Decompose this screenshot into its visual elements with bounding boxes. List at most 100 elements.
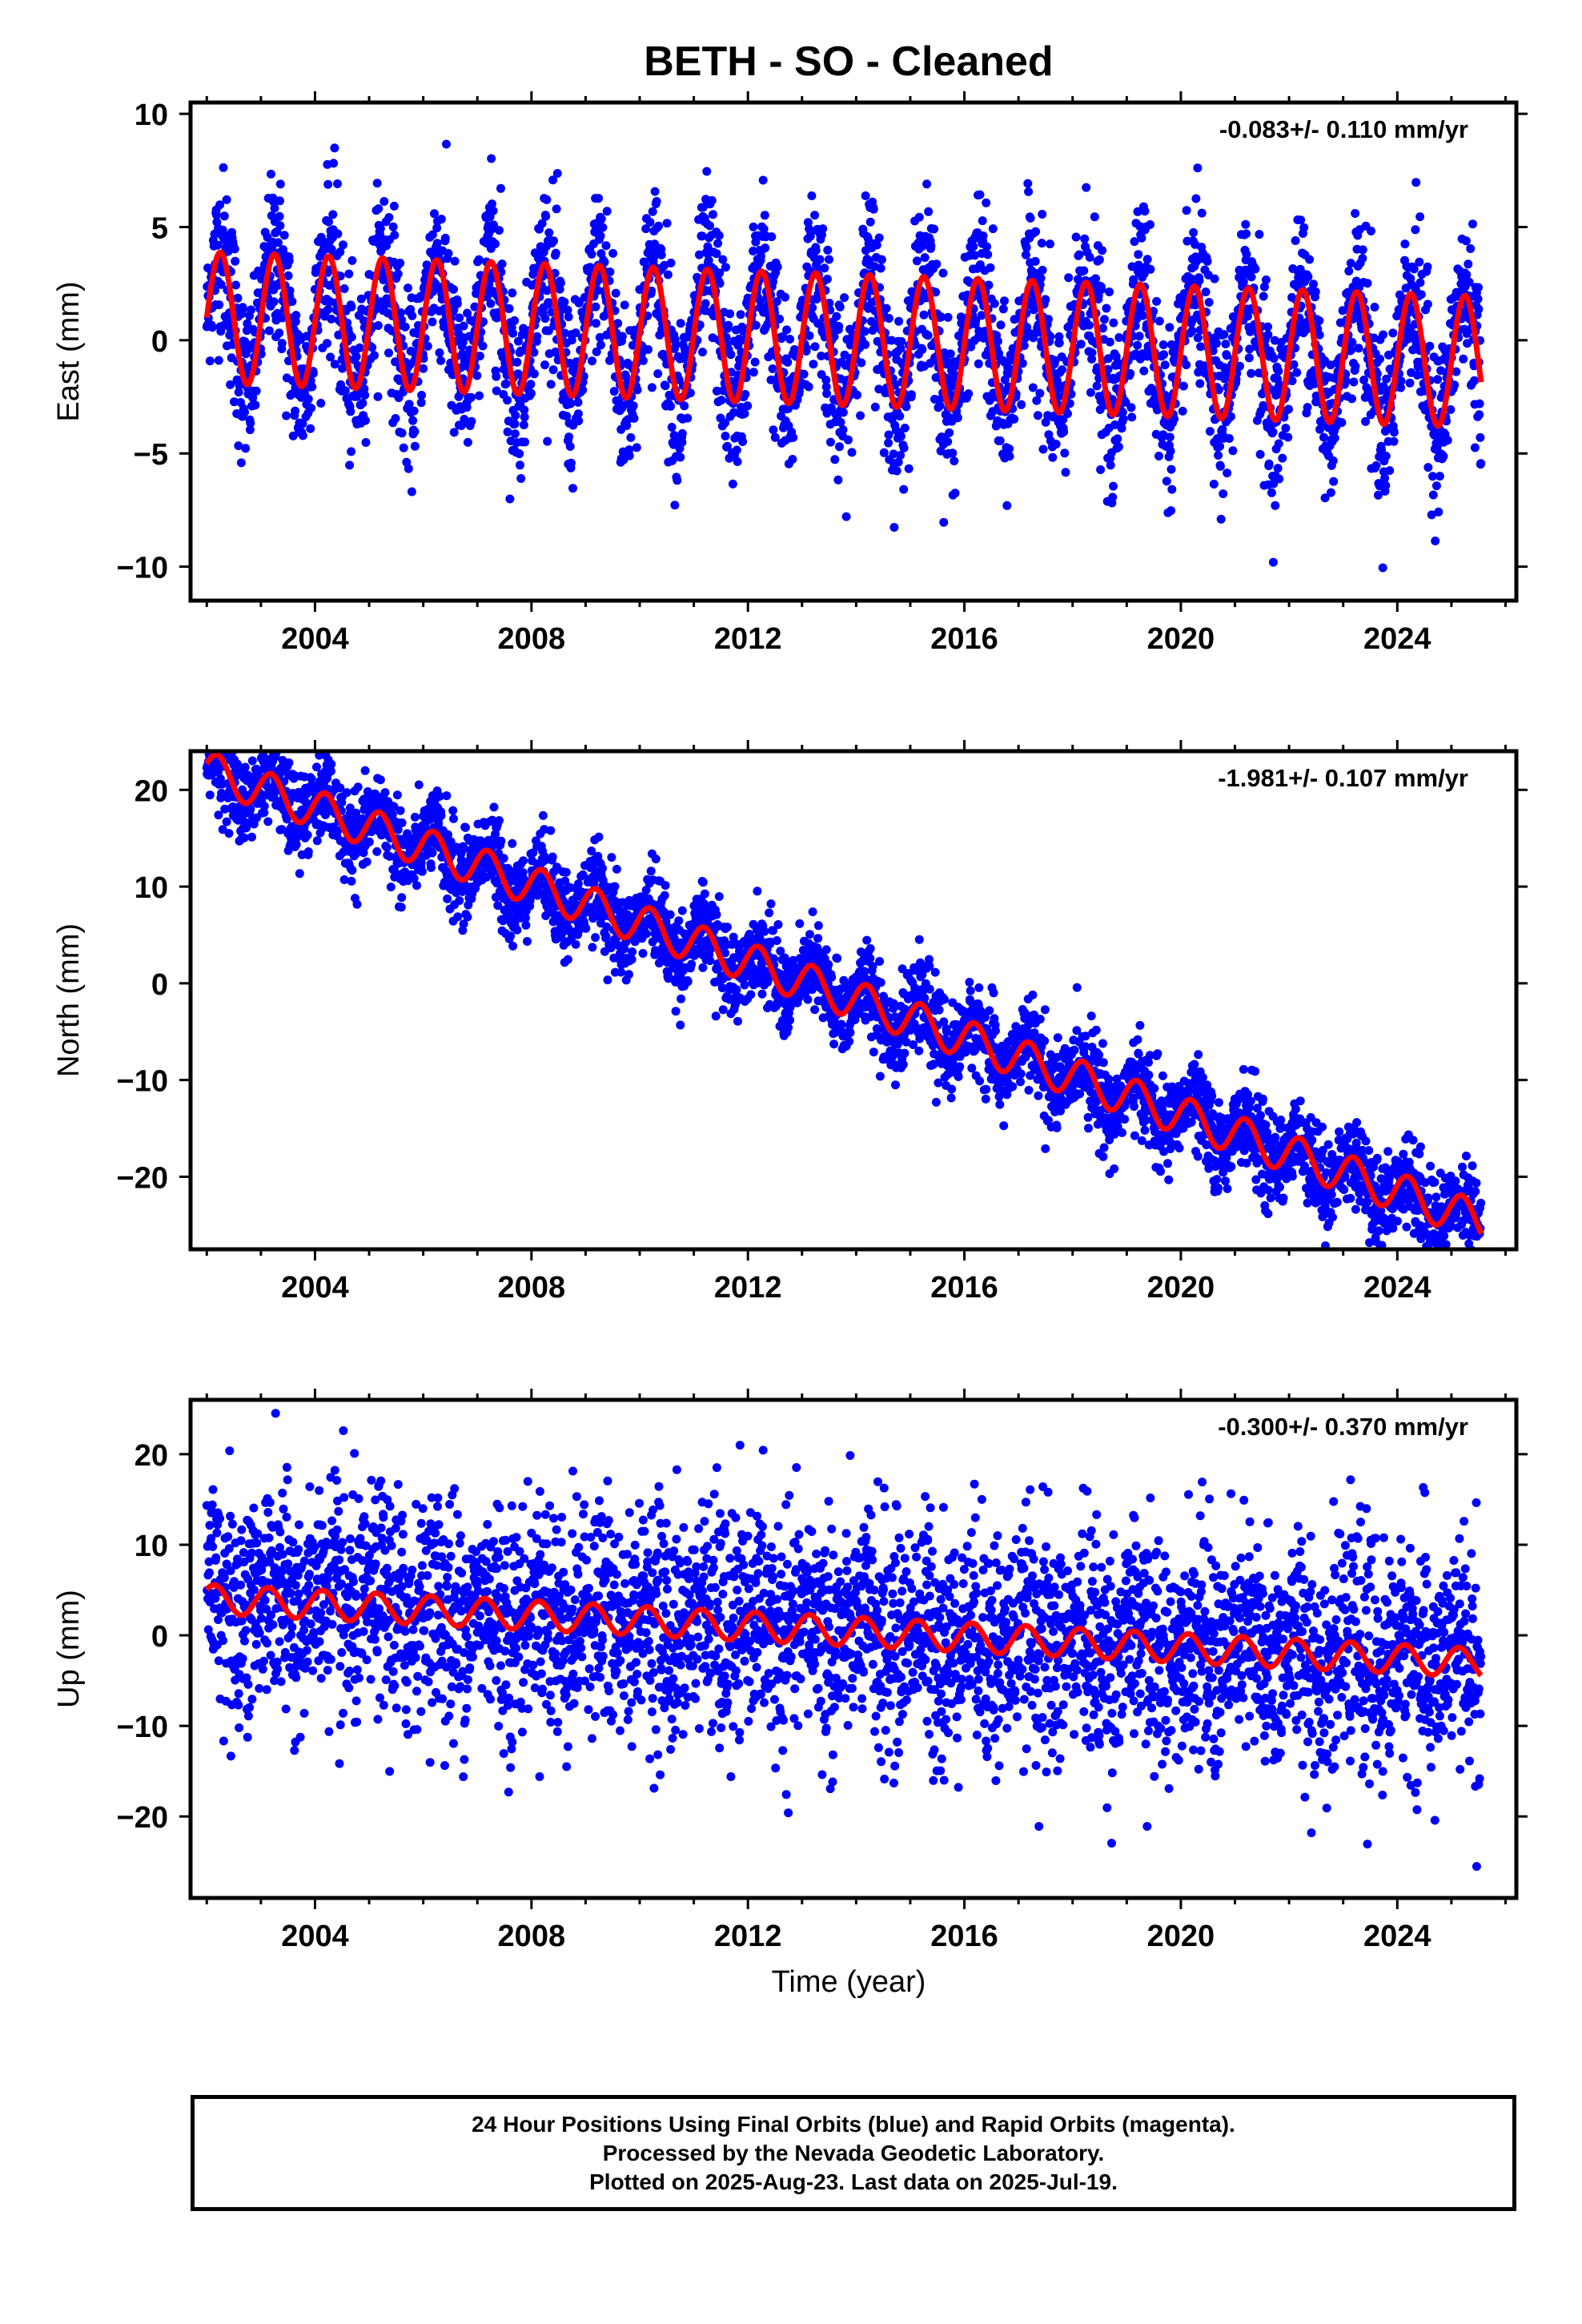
east-point	[503, 427, 512, 436]
east-point	[1127, 412, 1137, 422]
east-point	[676, 319, 685, 328]
east-point	[838, 425, 848, 435]
east-point	[1064, 273, 1074, 283]
east-point	[593, 286, 603, 296]
east-point	[717, 396, 726, 405]
east-point	[874, 233, 884, 243]
east-point	[830, 455, 840, 464]
east-point	[643, 311, 652, 320]
east-point	[783, 357, 793, 367]
east-point	[1347, 394, 1356, 404]
east-point	[650, 187, 660, 196]
north-point	[209, 742, 218, 750]
east-point	[931, 287, 941, 297]
east-point	[375, 223, 385, 233]
east-point	[1030, 256, 1040, 266]
east-point	[594, 194, 604, 203]
east-point	[338, 364, 347, 373]
east-point	[741, 389, 750, 399]
east-point	[736, 310, 745, 320]
east-point	[1476, 459, 1486, 468]
east-point	[333, 229, 343, 239]
east-point	[548, 365, 558, 375]
north-point	[489, 802, 499, 812]
north-point	[342, 788, 351, 798]
east-point	[1002, 501, 1012, 510]
east-point	[233, 293, 243, 303]
north-point	[219, 737, 227, 746]
east-point	[1210, 274, 1219, 283]
east-point	[591, 319, 600, 328]
east-point	[1082, 183, 1091, 192]
east-point	[1209, 480, 1219, 489]
east-point	[1134, 250, 1143, 259]
east-point	[205, 356, 215, 366]
east-point	[520, 412, 529, 422]
north-point	[205, 790, 215, 800]
east-point	[408, 416, 418, 425]
east-point	[861, 191, 870, 200]
north-point	[224, 829, 234, 838]
east-point	[738, 437, 748, 446]
east-point	[1105, 337, 1114, 347]
east-point	[835, 442, 844, 452]
east-point	[701, 299, 710, 308]
east-point	[1038, 444, 1048, 454]
east-point	[1044, 315, 1053, 324]
east-point	[478, 341, 488, 351]
east-point	[461, 359, 471, 368]
east-point	[568, 376, 577, 386]
east-point	[890, 380, 900, 390]
east-point	[781, 292, 789, 302]
east-point	[1096, 465, 1106, 474]
east-point	[1162, 476, 1171, 486]
east-point	[1459, 354, 1468, 364]
east-point	[501, 379, 511, 388]
east-point	[893, 457, 903, 467]
east-point	[601, 241, 611, 251]
east-point	[508, 328, 518, 338]
east-point	[1204, 298, 1214, 307]
east-point	[435, 348, 444, 357]
east-point	[1189, 227, 1199, 237]
east-point	[1097, 284, 1106, 294]
x-tick-label: 2020	[1147, 622, 1215, 656]
east-point	[667, 423, 677, 432]
east-point	[1182, 206, 1191, 215]
east-point	[333, 179, 342, 188]
east-point	[1195, 275, 1204, 285]
east-point	[617, 332, 627, 341]
east-point	[895, 412, 905, 421]
east-point	[1026, 213, 1035, 223]
east-point	[666, 258, 676, 267]
east-point	[1154, 316, 1164, 326]
east-point	[639, 257, 648, 267]
east-point	[1470, 376, 1480, 385]
east-point	[832, 312, 841, 321]
east-point	[874, 384, 884, 394]
east-point	[919, 310, 929, 320]
east-point	[676, 452, 685, 462]
east-point	[946, 349, 955, 359]
east-point	[574, 416, 584, 425]
east-point	[245, 425, 255, 435]
east-point	[945, 428, 954, 437]
east-point	[670, 501, 680, 510]
east-point	[1274, 439, 1283, 448]
east-point	[1389, 428, 1399, 437]
east-point	[1219, 330, 1229, 340]
north-point	[347, 866, 357, 875]
north-point	[207, 722, 215, 731]
east-point	[1251, 264, 1260, 274]
east-point	[1375, 354, 1384, 364]
panel-north: 2004 2008 2012 2016 2020 2024−20−1001020North…	[52, 716, 1528, 1305]
east-point	[799, 369, 809, 379]
east-point	[504, 304, 514, 313]
east-point	[1166, 464, 1176, 474]
east-point	[404, 464, 413, 473]
east-point	[243, 319, 252, 328]
north-point	[216, 716, 225, 725]
east-point	[749, 368, 758, 377]
east-point	[770, 432, 780, 442]
north-point	[410, 812, 420, 822]
